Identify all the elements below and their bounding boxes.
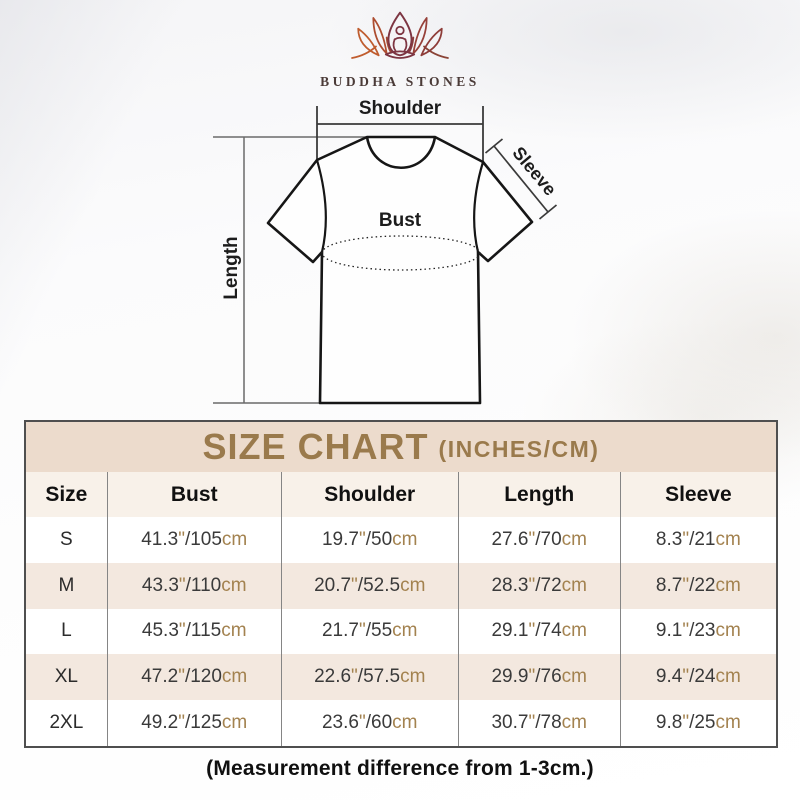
size-cell: 2XL [26,700,108,746]
size-cell: S [26,517,108,563]
bust-label: Bust [378,210,422,231]
size-chart-subtitle: (INCHES/CM) [438,435,600,462]
shoulder-label: Shoulder [358,98,442,119]
size-cell: L [26,608,108,655]
length-measurement-cell: 29.9 "/76 cm [459,654,621,701]
bust-dotted-ellipse [321,235,481,271]
tshirt-outline [266,135,534,405]
shoulder-measurement-cell: 20.7 "/52.5 cm [282,562,459,609]
table-body: S 41.3 "/105 cm 19.7 "/50 cm 27.6 "/70 cm 8.3 "/21 c… [26,517,776,746]
column-header-sleeve: Sleeve [665,482,732,506]
size-chart-title: SIZE CHART [202,426,429,467]
length-label: Length [221,236,242,300]
sleeve-measurement-cell: 9.4 "/24 cm [655,666,741,688]
shoulder-measure-lines [316,106,484,162]
column-header-shoulder: Shoulder [282,472,459,517]
size-chart-table: SIZE CHART (INCHES/CM) Size Bust Shoulde… [24,420,778,748]
shoulder-measurement-cell: 19.7 "/50 cm [282,517,459,563]
bust-measurement-cell: 47.2 "/120 cm [108,654,282,701]
length-measurement-cell: 28.3 "/72 cm [459,562,621,609]
length-measurement-cell: 29.1 "/74 cm [459,608,621,655]
neckline [365,136,437,170]
table-row: M 43.3 "/110 cm 20.7 "/52.5 cm 28.3 "/72 cm 8.7 "/2… [26,562,776,609]
sleeve-measurement-cell: 9.8 "/25 cm [655,712,741,734]
table-row: 2XL 49.2 "/125 cm 23.6 "/60 cm 30.7 "/78 cm 9.8 "/2… [26,700,776,746]
measurement-note: (Measurement difference from 1-3cm.) [206,757,594,780]
column-header-row: Size Bust Shoulder Length Sleeve [26,472,776,517]
shoulder-measurement-cell: 22.6 "/57.5 cm [282,654,459,701]
tshirt-measurement-diagram [213,106,558,405]
armhole-seams [315,159,485,253]
size-chart-title-band: SIZE CHART (INCHES/CM) [26,422,776,472]
size-cell: M [26,562,108,609]
length-measurement-cell: 27.6 "/70 cm [459,517,621,563]
brand-name: BUDDHA STONES [320,74,480,89]
length-measurement-cell: 30.7 "/78 cm [459,700,621,746]
shoulder-measurement-cell: 21.7 "/55 cm [282,608,459,655]
lotus-meditation-logo-icon [351,11,449,59]
bust-measurement-cell: 41.3 "/105 cm [108,517,282,563]
table-row: L 45.3 "/115 cm 21.7 "/55 cm 29.1 "/74 cm 9.1 "/23 c… [26,608,776,655]
sleeve-measurement-cell: 9.1 "/23 cm [655,620,741,642]
table-row: S 41.3 "/105 cm 19.7 "/50 cm 27.6 "/70 cm 8.3 "/21 c… [26,517,776,563]
column-header-size: Size [26,472,108,517]
sleeve-measurement-cell: 8.7 "/22 cm [655,574,741,596]
column-header-bust: Bust [108,472,282,517]
size-cell: XL [26,654,108,701]
bust-measurement-cell: 45.3 "/115 cm [108,608,282,655]
bust-measurement-cell: 43.3 "/110 cm [108,562,282,609]
column-header-length: Length [459,472,621,517]
bust-measurement-cell: 49.2 "/125 cm [108,700,282,746]
shoulder-measurement-cell: 23.6 "/60 cm [282,700,459,746]
sleeve-measurement-cell: 8.3 "/21 cm [655,528,741,550]
table-row: XL 47.2 "/120 cm 22.6 "/57.5 cm 29.9 "/76 cm 9.4 " /… [26,654,776,701]
sleeve-measure-lines [484,138,558,220]
